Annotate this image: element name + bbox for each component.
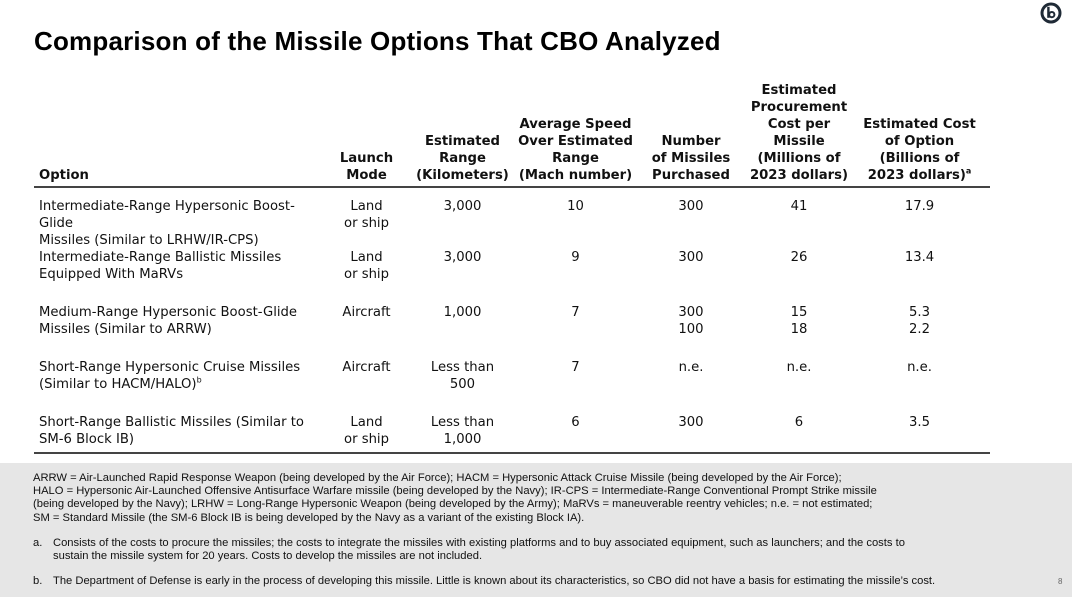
page-number: 8 <box>1058 577 1063 586</box>
header-cost-of-option: Estimated Cost of Option (Billions of 2023 … <box>849 82 990 188</box>
cell-cost-per-missile: n.e. <box>786 360 812 375</box>
footnote-a-mark: a. <box>33 537 43 549</box>
header-launch-mode: Launch Mode <box>326 82 407 188</box>
cell-number: 300 <box>633 414 749 454</box>
page-title: Comparison of the Missile Options That C… <box>34 26 721 56</box>
cell-number: 300 <box>678 250 704 265</box>
header-number: Number of Missiles Purchased <box>633 82 749 188</box>
table-row: Medium-Range Hypersonic Boost-Glide Missi… <box>34 304 990 359</box>
cell-speed: 6 <box>518 414 633 454</box>
cell-launch-mode: Land or ship <box>326 414 407 454</box>
footnote-marker: b <box>196 375 202 385</box>
cell-number: 300 100 <box>678 305 704 337</box>
cell-option: Short-Range Ballistic Missiles (Similar … <box>34 414 326 454</box>
cell-cost-of-option: 13.4 <box>904 250 935 265</box>
header-range: Estimated Range (Kilometers) <box>407 82 518 188</box>
footnote-b-text: The Department of Defense is early in th… <box>53 575 936 587</box>
cell-cost-per-missile: 15 18 <box>790 305 808 337</box>
cell-launch-mode: Land or ship <box>344 199 389 231</box>
missile-options-table: Option Launch Mode Estimated Range (Kilomet… <box>34 82 990 454</box>
cell-speed: 9 <box>571 250 580 265</box>
cell-option: Short-Range Hypersonic Cruise Missiles (S… <box>39 360 301 392</box>
cell-speed: 7 <box>571 360 580 375</box>
cell-range: Less than 1,000 <box>407 414 518 454</box>
cell-cost-of-option: 17.9 <box>904 199 935 214</box>
footnote-b-mark: b. <box>33 575 43 587</box>
cell-cost-per-missile: 6 <box>749 414 849 454</box>
table-row: Short-Range Hypersonic Cruise Missiles (S… <box>34 359 990 414</box>
cell-launch-mode: Aircraft <box>342 360 391 375</box>
table-row: Intermediate-Range Hypersonic Boost-Glid… <box>34 187 990 249</box>
table-row: Intermediate-Range Ballistic Missiles Equ… <box>34 249 990 304</box>
cell-cost-per-missile: 26 <box>790 250 808 265</box>
cell-cost-of-option: 5.3 2.2 <box>909 305 930 337</box>
footnote-marker: a <box>965 166 972 176</box>
cell-range: 3,000 <box>443 250 482 265</box>
cell-speed: 7 <box>571 305 580 320</box>
cell-option: Intermediate-Range Ballistic Missiles Equ… <box>39 250 282 282</box>
cell-range: 3,000 <box>443 199 482 214</box>
cell-option: Intermediate-Range Hypersonic Boost-Glid… <box>39 199 295 248</box>
cell-speed: 10 <box>567 199 584 214</box>
footnote-a-text: Consists of the costs to procure the mis… <box>53 537 905 563</box>
header-cost-per-missile: Estimated Procurement Cost per Missile (Mil… <box>749 82 849 188</box>
header-speed: Average Speed Over Estimated Range (Mach nu… <box>518 82 633 188</box>
header-option: Option <box>34 82 326 188</box>
cell-cost-of-option: 3.5 <box>849 414 990 454</box>
table-header-row: Option Launch Mode Estimated Range (Kilomet… <box>34 82 990 188</box>
table-row: Short-Range Ballistic Missiles (Similar … <box>34 414 990 454</box>
cbo-logo-icon <box>1040 2 1062 24</box>
cell-range: Less than 500 <box>430 360 495 392</box>
cell-cost-per-missile: 41 <box>790 199 808 214</box>
cell-cost-of-option: n.e. <box>907 360 932 375</box>
cell-launch-mode: Aircraft <box>342 305 391 320</box>
cell-range: 1,000 <box>443 305 482 320</box>
footnotes-panel: ARRW = Air-Launched Rapid Response Weapo… <box>0 463 1072 597</box>
cell-number: 300 <box>678 199 704 214</box>
abbreviations-text: ARRW = Air-Launched Rapid Response Weapo… <box>33 472 877 524</box>
cell-number: n.e. <box>678 360 704 375</box>
cell-launch-mode: Land or ship <box>344 250 389 282</box>
cell-option: Medium-Range Hypersonic Boost-Glide Missi… <box>39 305 298 337</box>
